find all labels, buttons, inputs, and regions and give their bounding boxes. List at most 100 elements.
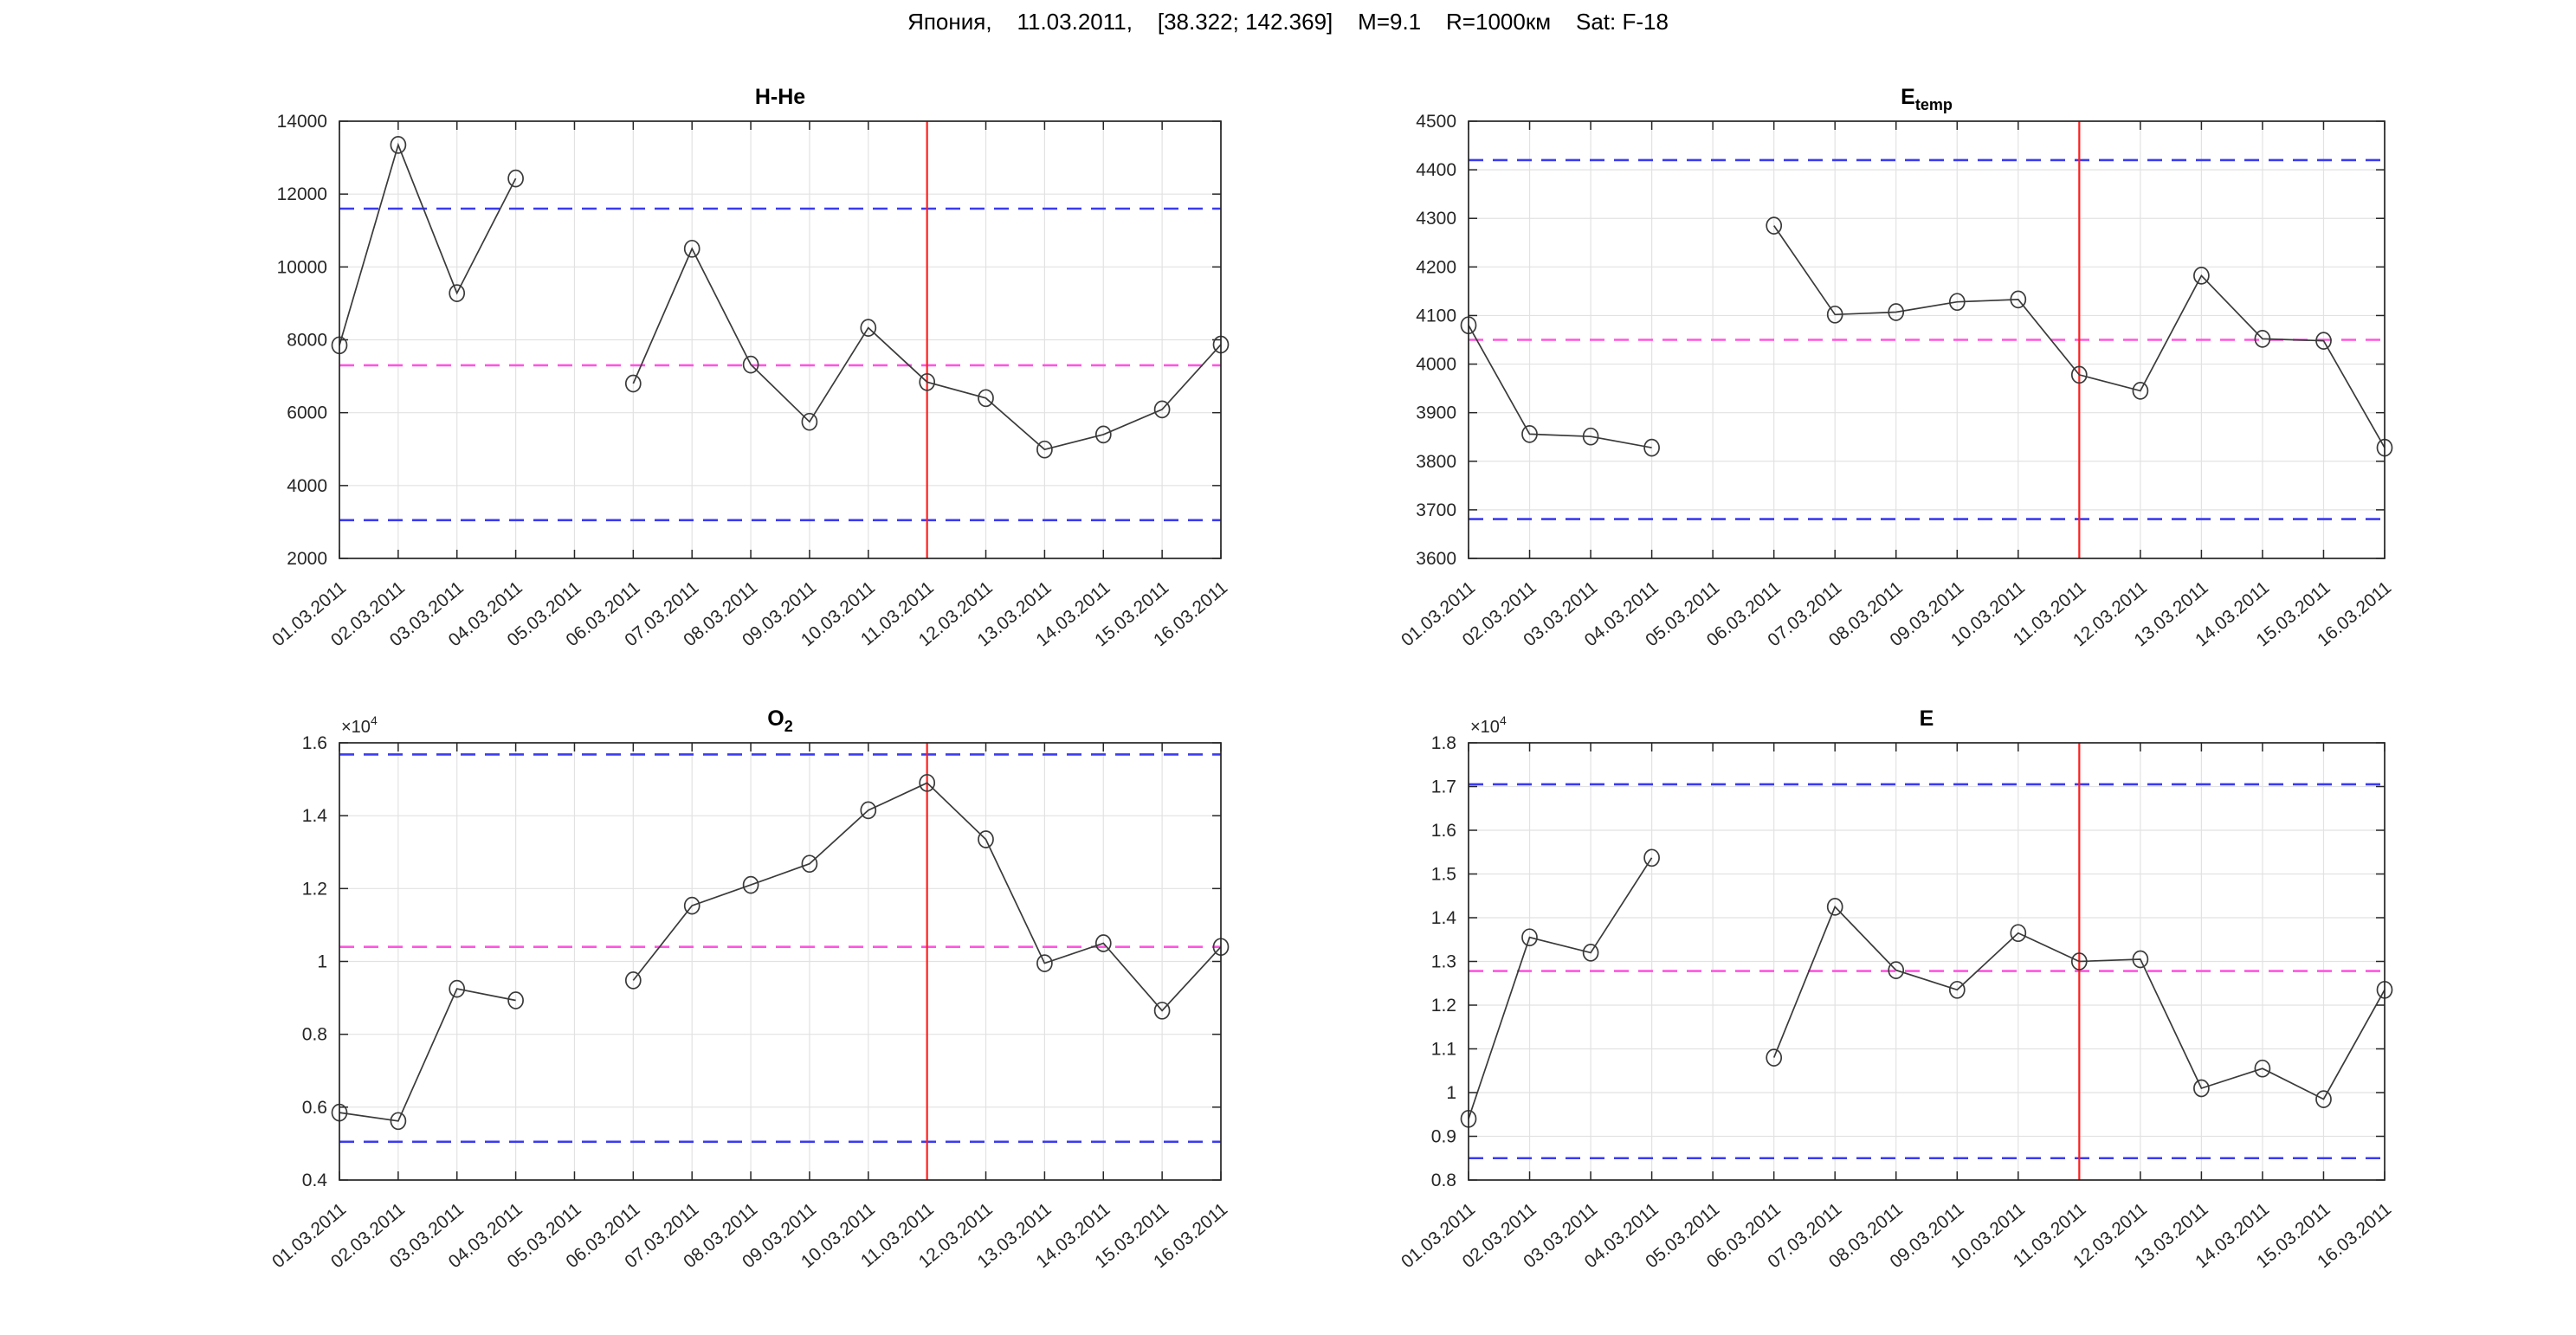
data-point <box>624 971 642 990</box>
data-point <box>2010 924 2027 943</box>
y-tick-label: 8000 <box>287 331 327 351</box>
y-tick-label: 0.4 <box>302 1171 328 1190</box>
data-point <box>1643 438 1660 457</box>
data-point <box>2132 950 2149 969</box>
data-point <box>801 412 818 431</box>
axes-box <box>339 742 1222 1181</box>
data-point <box>507 169 524 188</box>
grid <box>339 120 1222 559</box>
chart-Etemp: 3600 3700 3800 3900 4000 4100 4200 4300 4400 4500… <box>1398 85 2395 650</box>
chart-title: Etemp <box>1901 85 1953 113</box>
data-point <box>860 801 877 820</box>
y-tick-label: 4300 <box>1416 209 1456 229</box>
data-point <box>1826 305 1843 324</box>
axes-box <box>339 120 1222 559</box>
y-tick-label: 1.4 <box>302 806 328 826</box>
chart-title: H-He <box>755 85 805 109</box>
y-tick-label: 4400 <box>1416 160 1456 180</box>
y-tick-label: 3900 <box>1416 403 1456 423</box>
data-point <box>2193 1079 2210 1098</box>
y-tick-label: 1.3 <box>1431 952 1456 972</box>
data-point <box>978 389 994 408</box>
data-point <box>742 355 759 374</box>
data-point <box>2315 1090 2332 1108</box>
data-point <box>919 372 936 391</box>
y-tick-label: 0.9 <box>1431 1127 1456 1147</box>
y-tick-label: 1.6 <box>302 733 327 753</box>
data-point <box>507 991 524 1009</box>
y-tick-label: 1.4 <box>1431 908 1457 928</box>
data-point <box>1153 1001 1171 1020</box>
data-point <box>1094 425 1112 444</box>
series-line <box>339 142 1222 451</box>
data-point <box>1521 425 1538 443</box>
series-line <box>1468 225 2386 448</box>
data-point <box>1643 848 1660 867</box>
y-tick-label: 1.5 <box>1431 865 1456 885</box>
y-tick-label: 3600 <box>1416 549 1456 569</box>
data-point <box>919 773 936 792</box>
y-tick-label: 1.8 <box>1431 733 1456 753</box>
y-tick-label: 4100 <box>1416 306 1456 326</box>
data-point <box>1948 980 1966 999</box>
y-tick-label: 1 <box>1446 1083 1456 1103</box>
y-tick-label: 6000 <box>287 403 327 423</box>
y-tick-label: 4000 <box>1416 355 1456 375</box>
data-point <box>742 875 759 894</box>
data-point <box>1888 303 1905 321</box>
data-point <box>2070 365 2088 384</box>
data-point <box>1094 934 1112 952</box>
data-point <box>390 136 407 154</box>
y-tick-label: 1 <box>317 952 327 972</box>
data-point <box>1036 440 1053 459</box>
figure-title: Япония, 11.03.2011, [38.322; 142.369] M=… <box>907 9 1669 35</box>
data-point <box>1766 1048 1783 1067</box>
data-point <box>390 1112 407 1131</box>
grid <box>1468 742 2386 1181</box>
data-point <box>2315 332 2332 350</box>
chart-H-He: 200040006000800010000120001400001.03.201… <box>268 85 1231 650</box>
y-tick-label: 4200 <box>1416 257 1456 277</box>
y-tick-label: 4500 <box>1416 112 1456 132</box>
data-point <box>1153 400 1171 419</box>
y-tick-label: 0.8 <box>302 1025 327 1045</box>
data-point <box>978 830 994 848</box>
y-tick-label: 4000 <box>287 476 327 496</box>
data-point <box>683 239 700 258</box>
y-tick-label: 14000 <box>277 112 327 132</box>
series-line <box>1468 857 2386 1119</box>
y-tick-label: 1.2 <box>1431 996 1456 1016</box>
data-point <box>1766 216 1783 235</box>
data-point <box>2193 267 2210 285</box>
chart-title: E <box>1920 706 1934 731</box>
y-tick-label: 1.2 <box>302 879 327 899</box>
data-point <box>2254 330 2271 348</box>
y-tick-label: 1.1 <box>1431 1040 1456 1060</box>
data-point <box>624 374 642 393</box>
chart-O2: 0.40.60.811.21.41.601.03.201102.03.20110… <box>268 706 1231 1272</box>
data-point <box>2132 382 2149 400</box>
data-point <box>1521 928 1538 947</box>
y-axis-exponent-label: ×104 <box>341 713 378 737</box>
data-point <box>1948 293 1966 312</box>
y-axis-exponent-label: ×104 <box>1470 713 1507 737</box>
y-tick-label: 3700 <box>1416 500 1456 520</box>
y-tick-label: 1.7 <box>1431 777 1456 797</box>
data-point <box>449 979 466 998</box>
data-point <box>860 319 877 337</box>
series-line <box>339 782 1222 1122</box>
y-tick-label: 12000 <box>277 184 327 204</box>
data-point <box>1036 954 1053 972</box>
y-tick-label: 2000 <box>287 549 327 569</box>
data-point <box>2010 290 2027 309</box>
data-point <box>683 896 700 915</box>
data-point <box>801 855 818 874</box>
grid <box>339 742 1222 1181</box>
y-tick-label: 1.6 <box>1431 821 1456 841</box>
data-point <box>2070 952 2088 971</box>
chart-title: O2 <box>767 706 792 735</box>
data-point <box>1888 961 1905 979</box>
axes-box <box>1468 120 2386 559</box>
data-point <box>1582 427 1599 446</box>
y-tick-label: 0.6 <box>302 1098 327 1118</box>
